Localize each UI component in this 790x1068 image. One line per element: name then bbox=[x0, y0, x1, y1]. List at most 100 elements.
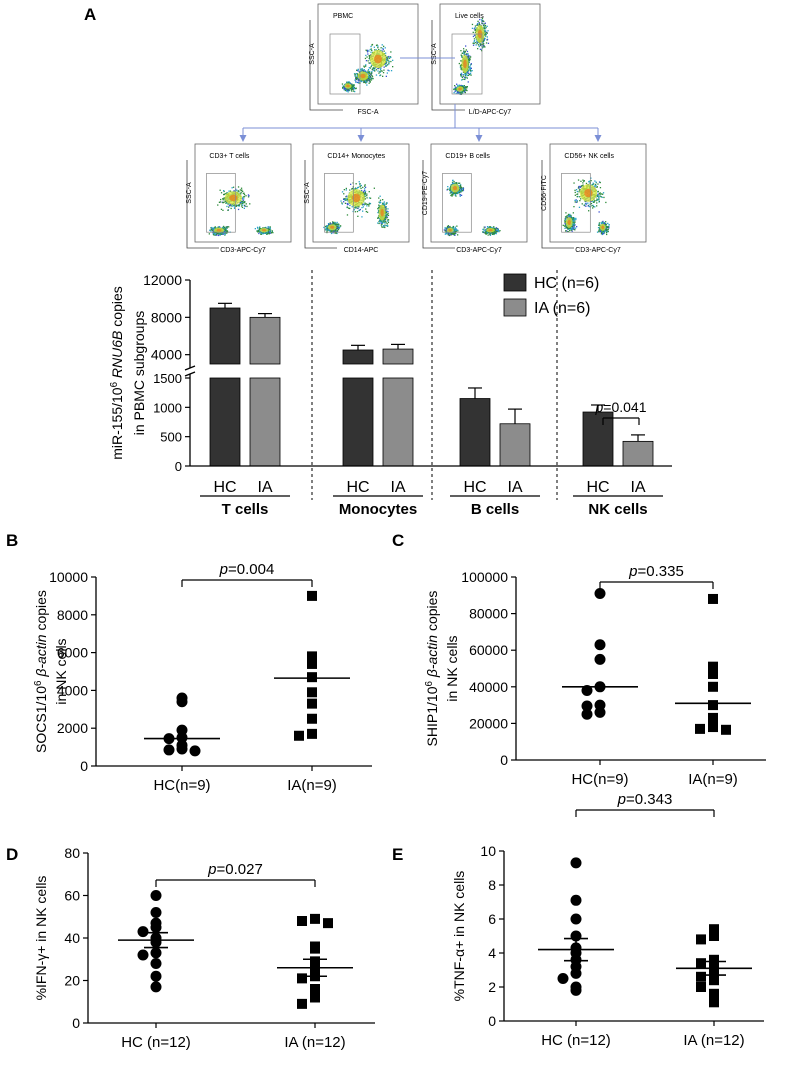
flow-event-dot bbox=[390, 60, 392, 63]
flow-event-dot bbox=[350, 86, 352, 88]
flow-event-dot bbox=[569, 213, 571, 216]
flow-event-dot bbox=[463, 85, 465, 87]
flow-event-dot bbox=[384, 220, 386, 222]
flow-event-dot bbox=[353, 88, 355, 90]
flow-event-dot bbox=[351, 188, 353, 190]
flow-event-dot bbox=[598, 229, 600, 231]
flow-event-dot bbox=[385, 61, 387, 63]
flow-event-dot bbox=[470, 71, 472, 73]
flow-event-dot bbox=[330, 230, 332, 232]
flow-event-dot bbox=[364, 198, 366, 200]
flow-event-dot bbox=[241, 198, 243, 200]
flow-event-dot bbox=[369, 54, 371, 57]
flow-event-dot bbox=[602, 230, 604, 232]
flow-event-dot bbox=[373, 46, 375, 48]
flow-event-dot bbox=[493, 226, 495, 228]
flow-event-dot bbox=[350, 83, 352, 85]
flow-event-dot bbox=[244, 201, 246, 204]
flow-event-dot bbox=[454, 229, 456, 231]
flow-event-dot bbox=[365, 208, 367, 210]
flow-event-dot bbox=[329, 222, 331, 224]
flow-event-dot bbox=[226, 226, 229, 228]
flow-event-dot bbox=[385, 202, 388, 204]
flow-event-dot bbox=[572, 223, 574, 225]
flow-event-dot bbox=[494, 228, 496, 230]
flow-event-dot bbox=[383, 225, 385, 227]
flow-plot-title: CD19+ B cells bbox=[445, 153, 490, 160]
flow-event-dot bbox=[595, 181, 597, 183]
flow-event-dot bbox=[452, 191, 454, 194]
flow-event-dot bbox=[268, 233, 270, 235]
flow-event-dot bbox=[457, 182, 459, 184]
flow-event-dot bbox=[353, 86, 355, 88]
flow-event-dot bbox=[218, 233, 220, 235]
flow-x-axis-label: CD3-APC-Cy7 bbox=[575, 247, 621, 254]
flow-event-dot bbox=[247, 196, 250, 198]
flow-event-dot bbox=[573, 182, 575, 184]
flow-event-dot bbox=[335, 227, 338, 230]
flow-event-dot bbox=[240, 203, 242, 205]
flow-event-dot bbox=[470, 69, 472, 72]
flow-event-dot bbox=[340, 200, 342, 202]
flow-event-dot bbox=[223, 225, 225, 228]
flow-event-dot bbox=[215, 233, 218, 236]
flow-event-dot bbox=[219, 226, 221, 228]
flow-event-dot bbox=[576, 190, 578, 193]
flow-event-dot bbox=[369, 202, 372, 205]
flow-event-dot bbox=[387, 60, 389, 62]
flow-event-dot bbox=[445, 228, 447, 230]
flow-event-dot bbox=[368, 191, 370, 193]
flow-event-dot bbox=[264, 232, 266, 234]
flow-event-dot bbox=[364, 185, 366, 187]
flow-event-dot bbox=[486, 232, 489, 234]
flow-event-dot bbox=[572, 217, 575, 219]
flow-event-dot bbox=[571, 225, 573, 228]
y-axis-label-part: copies bbox=[109, 286, 125, 330]
data-point-ia bbox=[323, 918, 333, 929]
flow-event-dot bbox=[329, 223, 332, 225]
flow-event-dot bbox=[266, 233, 268, 235]
flow-event-dot bbox=[481, 47, 484, 49]
flow-event-dot bbox=[574, 191, 576, 194]
flow-event-dot bbox=[482, 44, 484, 46]
flow-event-dot bbox=[379, 69, 382, 71]
flow-event-dot bbox=[455, 92, 457, 94]
flow-event-dot bbox=[333, 230, 335, 232]
flow-event-dot bbox=[341, 83, 344, 85]
flow-event-dot bbox=[459, 194, 461, 196]
flow-event-dot bbox=[354, 75, 356, 77]
y-axis-label-part: miR-155/10 bbox=[109, 387, 125, 460]
flow-event-dot bbox=[383, 45, 385, 47]
flow-event-dot bbox=[385, 214, 387, 216]
axis-break-mark bbox=[184, 365, 196, 371]
flow-event-dot bbox=[454, 228, 456, 230]
flow-plot-frame bbox=[430, 143, 528, 243]
flow-event-dot bbox=[228, 226, 230, 228]
flow-event-dot bbox=[574, 224, 576, 226]
flow-event-dot bbox=[356, 78, 358, 80]
flow-event-dot bbox=[343, 189, 345, 191]
flow-event-dot bbox=[460, 185, 462, 188]
flow-event-dot bbox=[460, 194, 463, 196]
flow-event-dot bbox=[212, 229, 214, 232]
flow-event-dot bbox=[383, 205, 386, 207]
flow-event-dot bbox=[367, 69, 370, 71]
flow-event-dot bbox=[367, 70, 369, 72]
flow-event-dot bbox=[344, 198, 346, 200]
flow-event-dot bbox=[219, 201, 221, 203]
flow-event-dot bbox=[599, 231, 601, 233]
flow-event-dot bbox=[459, 191, 461, 193]
flow-event-dot bbox=[268, 231, 270, 233]
flow-event-dot bbox=[326, 225, 328, 227]
flow-event-dot bbox=[365, 65, 367, 67]
flow-event-dot bbox=[346, 197, 349, 199]
flow-event-dot bbox=[366, 81, 368, 83]
flow-event-dot bbox=[477, 41, 479, 44]
flow-event-dot bbox=[324, 229, 326, 231]
flow-event-dot bbox=[222, 233, 224, 235]
flow-event-dot bbox=[364, 202, 366, 204]
flow-event-dot bbox=[497, 228, 499, 230]
y-tick-label: 80000 bbox=[469, 606, 508, 622]
data-point-hc bbox=[176, 696, 188, 708]
flow-event-dot bbox=[370, 45, 372, 48]
